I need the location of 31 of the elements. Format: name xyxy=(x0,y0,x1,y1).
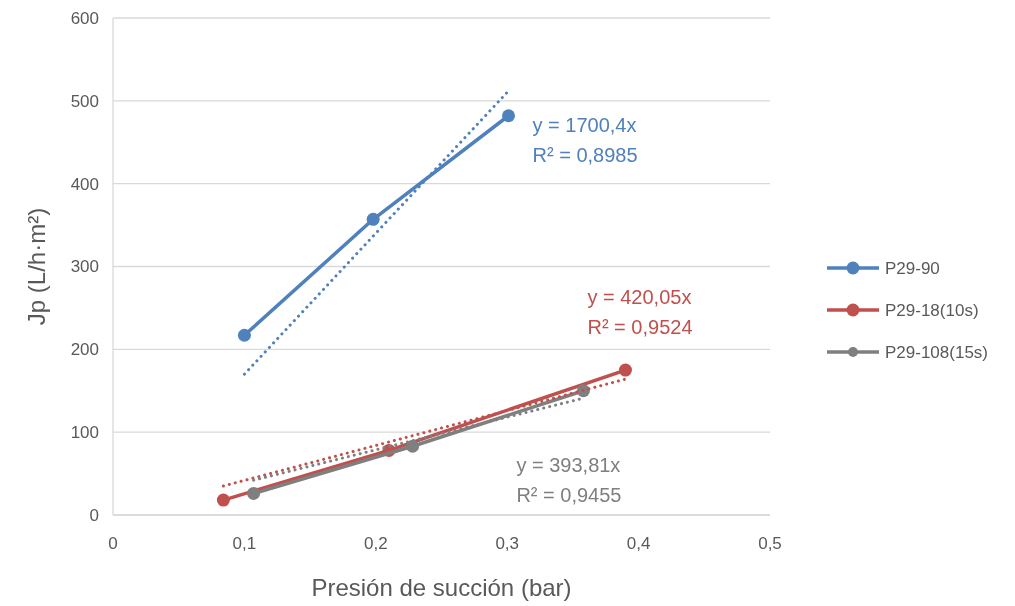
point xyxy=(237,328,251,342)
annotation: y = 420,05x xyxy=(587,286,692,309)
y-tick-label: 0 xyxy=(89,505,99,525)
x-tick-label: 0 xyxy=(108,534,118,553)
point xyxy=(366,212,380,226)
y-tick-label: 600 xyxy=(70,8,99,28)
x-tick-label: 0,3 xyxy=(495,534,520,553)
y-tick-label: 100 xyxy=(70,423,99,443)
x-axis-title: Presión de succión (bar) xyxy=(311,574,572,601)
point xyxy=(247,486,261,500)
x-tick-label: 0,5 xyxy=(758,534,782,553)
point xyxy=(502,109,516,123)
y-tick-label: 500 xyxy=(70,91,99,111)
legend-label: P29-108(15s) xyxy=(885,342,989,362)
x-tick-label: 0,4 xyxy=(626,534,651,553)
annotation: R² = 0,9524 xyxy=(587,316,693,339)
x-tick-label: 0,1 xyxy=(232,534,257,553)
y-axis-title: Jp (L/h·m²) xyxy=(23,207,50,326)
legend-label: P29-90 xyxy=(885,258,940,278)
annotation: y = 393,81x xyxy=(516,453,621,476)
y-tick-label: 400 xyxy=(70,174,99,194)
annotation: R² = 0,9455 xyxy=(516,483,622,506)
annotation: R² = 0,8985 xyxy=(532,143,638,166)
legend-label: P29-18(10s) xyxy=(885,300,979,320)
point xyxy=(406,439,420,453)
y-tick-label: 300 xyxy=(70,257,99,277)
point xyxy=(216,493,230,507)
y-tick-label: 200 xyxy=(70,340,99,360)
point xyxy=(618,363,632,377)
annotation: y = 1700,4x xyxy=(532,113,637,136)
x-tick-label: 0,2 xyxy=(363,534,388,553)
